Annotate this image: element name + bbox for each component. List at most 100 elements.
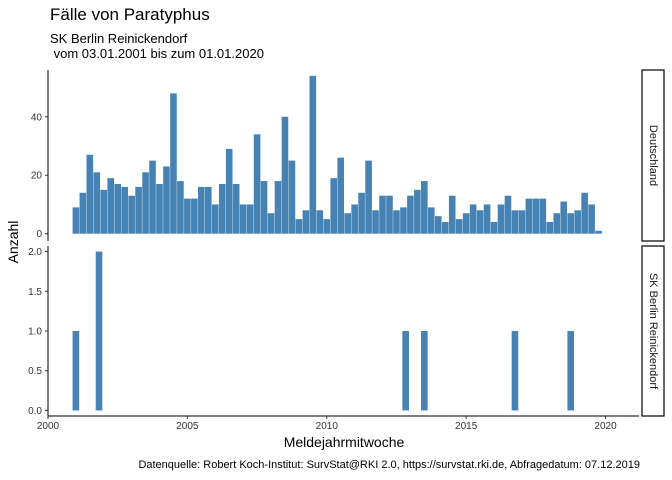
bar	[504, 195, 512, 234]
x-tick-label: 2020	[594, 421, 617, 432]
chart-subtitle-region: SK Berlin Reinickendorf	[50, 31, 188, 46]
bar	[86, 154, 94, 234]
panel-sk-berlin-reinickendorf: 0.0 0.5 1.0 1.5 2.0 SK Berlin Reinickendorf	[28, 245, 665, 417]
bar	[351, 204, 358, 234]
bar	[295, 219, 303, 234]
bar	[114, 184, 121, 234]
bar	[121, 186, 128, 234]
bar	[198, 186, 205, 234]
bar	[323, 219, 331, 234]
chart-title: Fälle von Paratyphus	[50, 5, 210, 24]
y-tick-label: 1.0	[28, 327, 42, 338]
bar	[560, 201, 568, 234]
bar	[218, 184, 226, 234]
bar	[239, 204, 247, 234]
bar	[72, 331, 80, 411]
bar	[225, 148, 233, 234]
bar	[100, 189, 108, 234]
bar	[476, 210, 484, 234]
bar	[434, 216, 442, 234]
bar	[253, 134, 261, 234]
facet-strip-label: Deutschland	[647, 125, 659, 186]
bar	[448, 195, 456, 234]
bar	[386, 195, 393, 234]
bar	[302, 210, 310, 234]
bar	[428, 207, 435, 234]
bar	[462, 213, 470, 234]
bar	[267, 213, 275, 234]
panel-deutschland: 0 20 40 Deutschland	[31, 69, 665, 242]
bar	[365, 160, 372, 234]
x-axis: 2000 2005 2010 2015 2020	[37, 415, 639, 432]
bar	[177, 181, 184, 234]
y-tick-label: 20	[31, 171, 43, 182]
bar	[288, 160, 296, 234]
x-tick-label: 2010	[316, 421, 339, 432]
x-tick-label: 2000	[37, 421, 60, 432]
bar	[393, 210, 400, 234]
bar	[107, 178, 115, 234]
y-tick-label: 0.5	[28, 366, 42, 377]
y-tick-label: 2.0	[28, 247, 42, 258]
bar	[149, 160, 156, 234]
bar	[553, 213, 561, 234]
bar	[260, 181, 268, 234]
bar	[191, 198, 198, 234]
bar	[170, 93, 177, 234]
bar	[421, 181, 428, 234]
bar	[518, 210, 526, 234]
y-tick-label: 0.0	[28, 406, 42, 417]
bar	[497, 204, 505, 234]
bar	[407, 195, 414, 234]
bar	[184, 198, 191, 234]
bar	[581, 192, 588, 234]
bar	[469, 204, 477, 234]
bar	[567, 213, 574, 234]
bar	[546, 222, 554, 234]
bar	[281, 116, 289, 234]
facet-strip	[641, 245, 665, 417]
bar	[344, 213, 351, 234]
bar	[574, 210, 581, 234]
facet-strip-label: SK Berlin Reinickendorf	[647, 273, 659, 390]
bar	[539, 198, 547, 234]
bar	[358, 192, 365, 234]
bar	[483, 204, 491, 234]
bar	[142, 172, 149, 234]
data-source-caption: Datenquelle: Robert Koch-Institut: SurvS…	[138, 459, 640, 471]
bar	[421, 331, 428, 411]
bar	[204, 186, 212, 234]
bar	[372, 210, 379, 234]
bar	[72, 207, 80, 234]
bar	[79, 192, 87, 234]
bar	[163, 166, 170, 234]
bar	[532, 198, 540, 234]
bar	[128, 195, 135, 234]
x-tick-label: 2005	[176, 421, 199, 432]
bar	[414, 189, 421, 234]
x-axis-label: Meldejahrmitwoche	[284, 434, 405, 450]
bar	[95, 251, 103, 411]
bar	[455, 219, 463, 234]
bar	[93, 172, 101, 234]
bar	[525, 198, 533, 234]
bar	[588, 204, 595, 234]
bar	[274, 181, 282, 234]
y-tick-label: 0	[36, 229, 42, 240]
y-tick-label: 1.5	[28, 287, 42, 298]
bar	[316, 210, 324, 234]
bar	[511, 331, 519, 411]
y-tick-label: 40	[31, 112, 43, 123]
x-tick-label: 2015	[455, 421, 478, 432]
bar	[337, 157, 345, 234]
bar	[379, 195, 386, 234]
bar	[156, 184, 163, 234]
facet-strip	[641, 69, 665, 242]
bar	[511, 210, 519, 234]
chart-subtitle-period: vom 03.01.2001 bis zum 01.01.2020	[50, 46, 264, 61]
bar	[232, 184, 240, 234]
bar	[309, 75, 317, 234]
bar	[400, 207, 407, 234]
bar	[441, 222, 449, 234]
